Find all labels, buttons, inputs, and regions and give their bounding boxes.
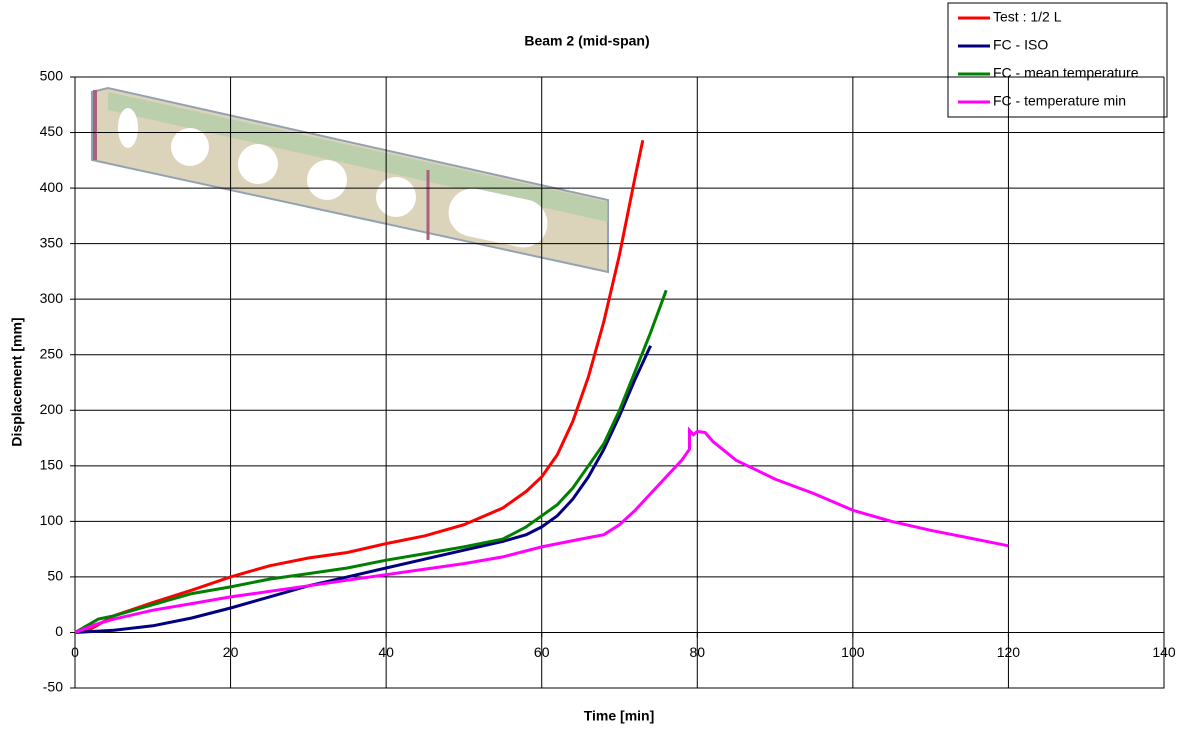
y-tick-label: 250 <box>40 345 64 361</box>
y-tick-label: 0 <box>55 623 63 639</box>
y-tick-label: 50 <box>47 568 63 584</box>
y-tick-label: 500 <box>40 68 64 84</box>
y-tick-label: 150 <box>40 457 64 473</box>
legend-label: FC - mean temperature <box>993 65 1139 81</box>
y-tick-label: 450 <box>40 123 64 139</box>
y-tick-label: -50 <box>43 679 63 695</box>
legend-label: FC - temperature min <box>993 93 1126 109</box>
chart: Beam 2 (mid-span) Time [min] Displacemen… <box>0 0 1184 729</box>
y-tick-label: 100 <box>40 512 64 528</box>
y-tick-label: 400 <box>40 179 64 195</box>
chart-title: Beam 2 (mid-span) <box>524 33 649 49</box>
y-tick-label: 300 <box>40 290 64 306</box>
y-axis-label: Displacement [mm] <box>9 317 25 446</box>
y-tick-label: 350 <box>40 234 64 250</box>
legend-label: Test : 1/2 L <box>993 9 1062 25</box>
x-axis-label: Time [min] <box>584 708 655 724</box>
y-tick-label: 200 <box>40 401 64 417</box>
legend-label: FC - ISO <box>993 37 1048 53</box>
